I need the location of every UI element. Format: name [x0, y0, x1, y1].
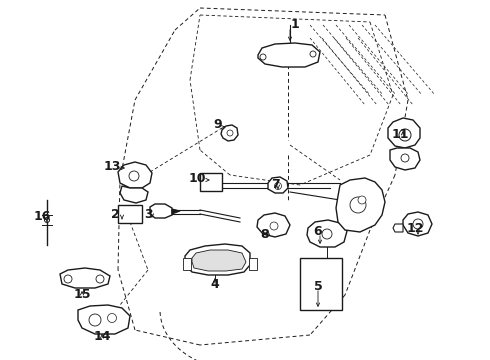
Circle shape [399, 129, 411, 141]
Polygon shape [388, 118, 420, 148]
Bar [118, 205, 142, 223]
Circle shape [358, 196, 366, 204]
Polygon shape [120, 186, 148, 203]
Circle shape [89, 314, 101, 326]
Circle shape [45, 217, 49, 222]
Polygon shape [185, 244, 250, 275]
Circle shape [413, 219, 423, 229]
Text: 5: 5 [314, 280, 322, 293]
Text: 12: 12 [406, 222, 424, 235]
Polygon shape [221, 125, 238, 141]
Polygon shape [60, 268, 110, 288]
Polygon shape [403, 212, 432, 236]
Circle shape [350, 197, 366, 213]
Polygon shape [258, 43, 320, 67]
Circle shape [310, 51, 316, 57]
Polygon shape [150, 204, 172, 218]
Circle shape [227, 130, 233, 136]
Circle shape [129, 171, 139, 181]
Polygon shape [307, 220, 347, 247]
Circle shape [260, 54, 266, 60]
Bar [249, 258, 257, 270]
Polygon shape [268, 177, 288, 193]
Polygon shape [393, 224, 403, 232]
Text: 7: 7 [270, 178, 279, 191]
Text: 6: 6 [314, 225, 322, 238]
Polygon shape [336, 178, 385, 232]
Circle shape [401, 154, 409, 162]
Circle shape [107, 314, 117, 323]
Bar [200, 173, 222, 191]
Circle shape [322, 229, 332, 239]
Circle shape [270, 222, 278, 230]
Circle shape [96, 275, 104, 283]
Circle shape [64, 275, 72, 283]
Text: 10: 10 [188, 172, 206, 185]
Bar [183, 258, 191, 270]
Bar [300, 258, 342, 310]
Polygon shape [390, 148, 420, 170]
Polygon shape [257, 213, 290, 237]
Polygon shape [78, 305, 130, 334]
Polygon shape [172, 209, 180, 214]
Text: 16: 16 [33, 210, 50, 223]
Text: 11: 11 [391, 128, 409, 141]
Text: 9: 9 [214, 118, 222, 131]
Polygon shape [118, 162, 152, 188]
Text: 4: 4 [211, 278, 220, 291]
Circle shape [274, 183, 281, 189]
Text: 8: 8 [261, 228, 270, 241]
Text: 3: 3 [144, 208, 152, 221]
Text: 1: 1 [291, 18, 299, 31]
Text: 15: 15 [73, 288, 91, 301]
Text: 13: 13 [103, 160, 121, 173]
Text: 14: 14 [93, 330, 111, 343]
Text: 2: 2 [111, 208, 120, 221]
Polygon shape [192, 250, 246, 271]
